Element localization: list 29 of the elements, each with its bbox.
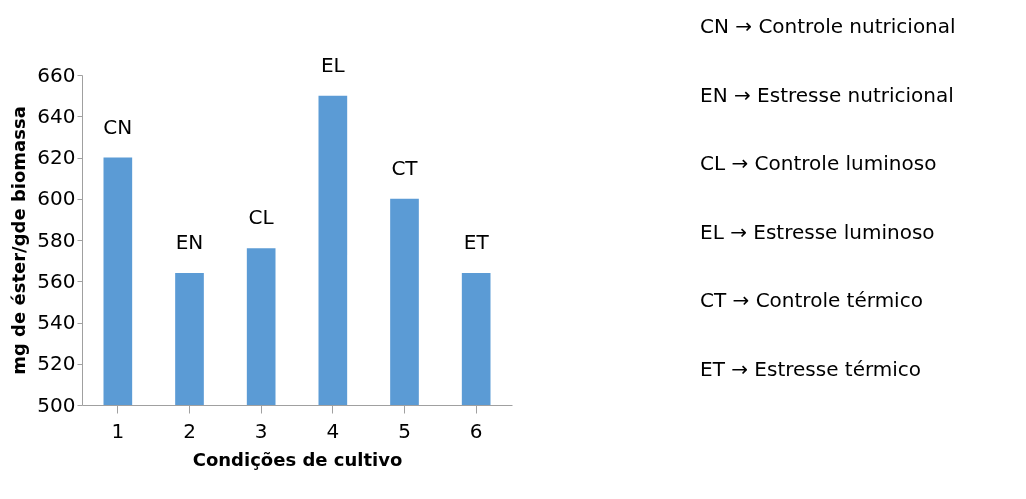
text: CT → Controle térmico <box>700 288 924 314</box>
annotation: EN <box>175 230 204 254</box>
x-tick-label: 5 <box>398 418 411 443</box>
annotation: CL <box>248 205 275 230</box>
x-tick-label: 3 <box>254 418 268 443</box>
text: EN → Estresse nutricional <box>700 82 955 109</box>
y-tick-label: 600 <box>37 186 76 211</box>
y-tick-label: 640 <box>37 103 76 128</box>
text: CN → Controle nutricional <box>700 14 956 40</box>
annotation: ET <box>463 230 490 254</box>
y-tick-label: 580 <box>37 227 76 252</box>
y-tick-label: 620 <box>37 145 76 169</box>
y-tick-label: 520 <box>37 351 76 376</box>
x-tick-label: 4 <box>326 418 340 443</box>
x-axis-title: Condições de cultivo <box>192 448 403 470</box>
annotation: CT <box>391 155 419 180</box>
y-axis-title: mg de éster/gde biomassa <box>8 106 30 375</box>
annotation: EL <box>320 52 346 77</box>
text: CL → Controle luminoso <box>700 151 938 177</box>
text: ET → Estresse térmico <box>700 356 923 383</box>
y-tick-label: 540 <box>37 310 76 334</box>
x-tick-label: 1 <box>111 418 125 443</box>
text: EL → Estresse luminoso <box>700 219 936 246</box>
x-tick-label: 6 <box>469 418 483 443</box>
y-tick-label: 500 <box>37 392 76 417</box>
annotation: CN <box>103 114 133 139</box>
y-tick-label: 560 <box>37 268 76 293</box>
x-tick-label: 2 <box>183 418 196 443</box>
y-tick-label: 660 <box>37 62 76 87</box>
